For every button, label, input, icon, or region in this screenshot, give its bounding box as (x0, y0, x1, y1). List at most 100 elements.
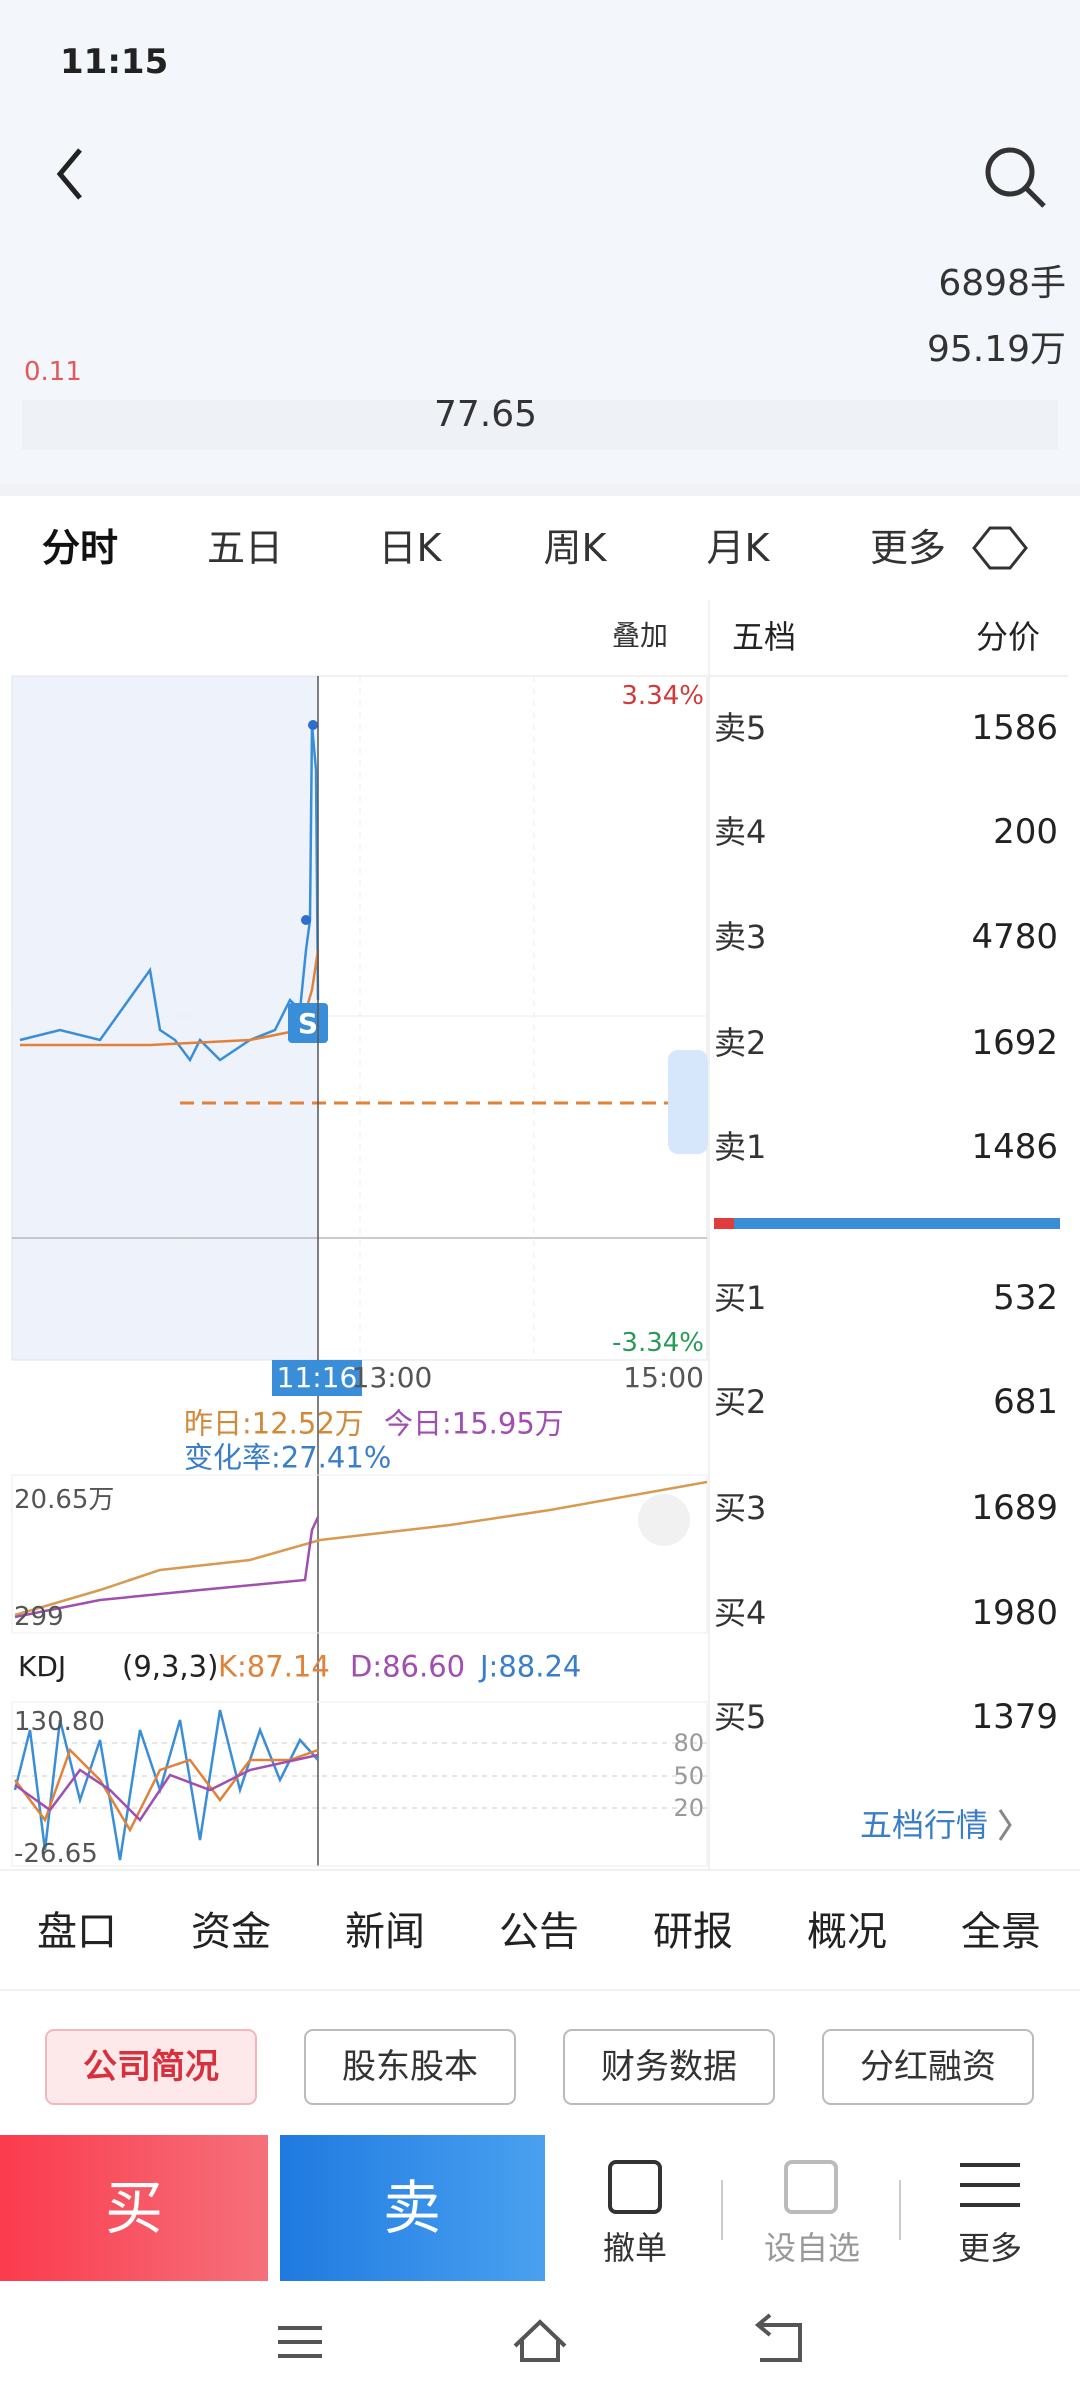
more-icon (960, 2163, 1020, 2207)
amount-stat: 95.19万 (926, 329, 1066, 370)
bid-ratio (734, 1218, 1060, 1229)
kdj-params: (9,3,3) (122, 1649, 219, 1684)
volume-stat: 6898手 (938, 263, 1066, 304)
change-rate: 变化率:27.41% (184, 1440, 392, 1475)
watch-icon (784, 2160, 838, 2214)
level-label: 卖3 (714, 918, 767, 956)
pe-stat: 77.65 (434, 394, 538, 435)
change-stat: 0.11 (24, 357, 82, 387)
chart-tab[interactable]: 日K (378, 526, 442, 570)
level-label: 买4 (714, 1594, 767, 1632)
search-icon-handle (1024, 186, 1046, 208)
subsection[interactable]: 股东股本 (342, 2047, 478, 2087)
nav-back[interactable] (754, 2313, 802, 2362)
status-time: 11:15 (60, 42, 169, 82)
overlay-button[interactable]: 叠加 (612, 619, 669, 652)
back-icon[interactable] (56, 148, 82, 200)
chart-tab[interactable]: 月K (706, 526, 770, 570)
kdj-level: 20 (673, 1794, 704, 1822)
subsection[interactable]: 财务数据 (601, 2047, 737, 2087)
search-icon[interactable] (985, 147, 1035, 197)
stat-strip (22, 400, 1058, 450)
kdj-k: K:87.14 (218, 1649, 330, 1684)
buy-label[interactable]: 买 (104, 2174, 164, 2242)
subsection[interactable]: 分红融资 (860, 2047, 996, 2087)
section-tab[interactable]: 公告 (499, 1909, 579, 1955)
tool-label[interactable]: 更多 (957, 2229, 1023, 2267)
tool-label[interactable]: 设自选 (763, 2229, 861, 2267)
level-volume: 1586 (971, 708, 1058, 748)
today-volume: 今日:15.95万 (384, 1406, 564, 1441)
signal-text: S (297, 1007, 319, 1040)
settings-icon[interactable] (972, 526, 1028, 570)
price-line (19, 724, 320, 1063)
level-volume: 681 (993, 1382, 1058, 1422)
chevron (998, 1809, 1012, 1841)
kdj-level: 80 (673, 1729, 704, 1757)
chart-frame (11, 675, 708, 1361)
zoom-button[interactable] (638, 1494, 690, 1546)
chart-tab[interactable]: 周K (543, 526, 607, 570)
lower-pct: -3.34% (612, 1328, 704, 1358)
kdj-level: 50 (673, 1762, 704, 1790)
volume-min: 299 (14, 1602, 64, 1632)
average-line (20, 949, 320, 1047)
chart-tab[interactable]: 五日 (206, 526, 284, 570)
level-volume: 1486 (971, 1127, 1058, 1167)
level-volume: 1689 (971, 1488, 1058, 1528)
k-line (14, 1747, 319, 1833)
chart-tab[interactable]: 更多 (869, 526, 947, 570)
yesterday-volume: 昨日:12.52万 (184, 1406, 364, 1441)
section-tab[interactable]: 资金 (191, 1909, 271, 1955)
section-tab[interactable]: 研报 (653, 1909, 733, 1955)
upper-pct: 3.34% (621, 681, 704, 711)
sell-label[interactable]: 卖 (382, 2174, 442, 2242)
level-label: 卖5 (714, 709, 767, 747)
level-label: 卖4 (714, 813, 767, 851)
chart-tab[interactable]: 分时 (41, 526, 119, 570)
d-line (14, 1753, 319, 1822)
kdj-frame (11, 1701, 708, 1867)
level-volume: 4780 (971, 917, 1058, 957)
level-label: 买3 (714, 1489, 767, 1527)
kdj-max: 130.80 (14, 1707, 105, 1737)
cursor-time: 11:16 (276, 1361, 358, 1394)
section-tab[interactable]: 新闻 (345, 1909, 425, 1955)
orderbook-header[interactable]: 分价 (975, 618, 1040, 656)
history-shade (12, 676, 318, 1360)
time-label: 15:00 (623, 1361, 704, 1394)
level-label: 买5 (714, 1698, 767, 1736)
orderbook-title: 五档 (732, 618, 797, 656)
level-volume: 200 (993, 812, 1058, 852)
section-tab[interactable]: 盘口 (37, 1909, 117, 1955)
kdj-j: J:88.24 (480, 1649, 582, 1684)
nav-home[interactable] (513, 2319, 567, 2362)
level-volume: 1379 (971, 1697, 1058, 1737)
volume-frame (11, 1474, 708, 1634)
volume-max: 20.65万 (14, 1485, 115, 1515)
kdj-name[interactable]: KDJ (18, 1650, 67, 1683)
level-label: 卖2 (714, 1024, 767, 1062)
orderbook-more[interactable]: 五档行情 (860, 1806, 989, 1844)
section-tab[interactable]: 概况 (807, 1909, 887, 1955)
marker (308, 720, 318, 730)
level-label: 卖1 (714, 1128, 767, 1166)
level-volume: 1692 (971, 1023, 1058, 1063)
ask-ratio (714, 1218, 734, 1229)
separator (0, 484, 1080, 496)
cancel-icon (608, 2160, 662, 2214)
level-volume: 532 (993, 1278, 1058, 1318)
level-label: 买1 (714, 1279, 767, 1317)
subsection[interactable]: 公司简况 (83, 2047, 219, 2087)
nav-menu[interactable] (278, 2326, 322, 2358)
section-tab[interactable]: 全景 (961, 1909, 1041, 1955)
level-volume: 1980 (971, 1593, 1058, 1633)
time-label: 13:00 (351, 1361, 433, 1394)
kdj-min: -26.65 (14, 1839, 98, 1869)
marker (301, 915, 311, 925)
tool-label[interactable]: 撤单 (602, 2229, 668, 2267)
yesterday-volume-line (14, 1480, 708, 1617)
expand-tab[interactable] (668, 1050, 708, 1154)
kdj-d: D:86.60 (350, 1649, 466, 1684)
